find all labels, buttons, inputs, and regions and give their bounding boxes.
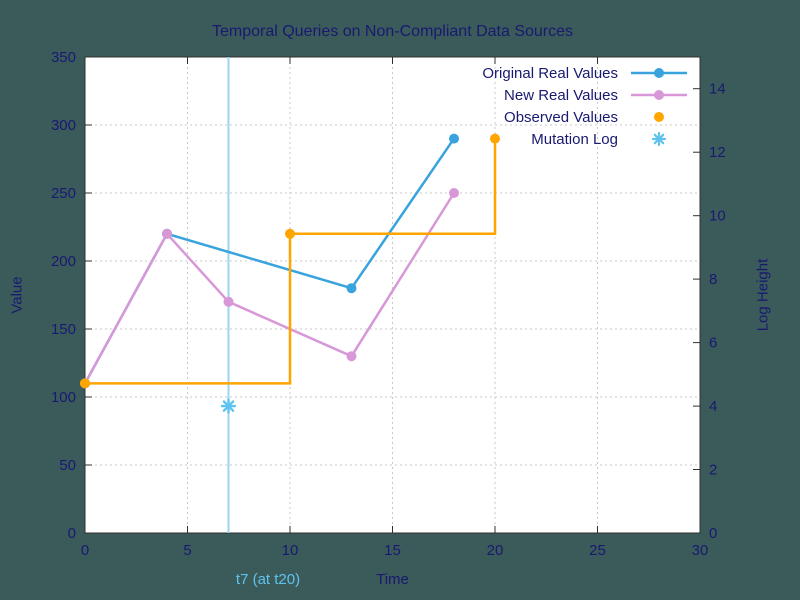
legend-label: Mutation Log xyxy=(531,130,618,148)
legend-item: Original Real Values xyxy=(482,64,688,82)
y-tick-label: 200 xyxy=(51,253,76,270)
chart-title: Temporal Queries on Non-Compliant Data S… xyxy=(211,23,574,40)
y-tick-label: 250 xyxy=(51,185,76,202)
legend-label: Observed Values xyxy=(504,108,618,126)
legend-item: Observed Values xyxy=(482,108,688,126)
y-tick-label: 350 xyxy=(51,49,76,66)
data-point xyxy=(346,283,357,294)
data-point xyxy=(80,378,90,389)
legend-label: Original Real Values xyxy=(482,64,618,82)
y-tick-label: 50 xyxy=(59,457,76,474)
legend: Original Real Values New Real Values Obser… xyxy=(482,64,688,152)
legend-point-icon xyxy=(654,112,664,122)
y2-tick-label: 12 xyxy=(709,144,726,161)
data-point xyxy=(449,133,459,144)
x-tick-label: 15 xyxy=(384,542,401,559)
y2-tick-label: 4 xyxy=(709,398,717,415)
legend-asterisk xyxy=(651,131,667,147)
y2-tick-label: 2 xyxy=(709,462,717,479)
legend-asterisk-icon xyxy=(651,131,667,147)
asterisk-stroke xyxy=(222,400,235,412)
data-point xyxy=(162,228,172,239)
y-tick-label: 0 xyxy=(68,525,76,542)
legend-dot xyxy=(654,90,664,100)
y2-tick-label: 0 xyxy=(709,525,717,542)
x-axis-label: Time xyxy=(376,571,409,588)
x-tick-label: 10 xyxy=(282,542,299,559)
x-tick-label: 30 xyxy=(692,542,709,559)
data-point xyxy=(490,133,500,144)
y-tick-label: 300 xyxy=(51,117,76,134)
x-tick-label: 0 xyxy=(81,542,89,559)
y2-tick-label: 8 xyxy=(709,271,717,288)
legend-dot xyxy=(654,68,664,78)
data-point xyxy=(449,188,459,198)
legend-line-point-icon xyxy=(631,90,687,100)
y-tick-label: 150 xyxy=(51,321,76,338)
y-axis-label: Value xyxy=(8,276,26,314)
legend-sample xyxy=(630,86,688,104)
legend-dot xyxy=(654,112,664,122)
y-tick-label: 100 xyxy=(51,389,76,406)
legend-label: New Real Values xyxy=(504,86,618,104)
data-point xyxy=(223,296,234,307)
data-point xyxy=(285,228,295,239)
legend-line-point-icon xyxy=(631,68,687,78)
asterisk-stroke xyxy=(653,133,665,145)
legend-item: Mutation Log xyxy=(482,130,688,148)
legend-item: New Real Values xyxy=(482,86,688,104)
legend-sample xyxy=(630,108,688,126)
y2-tick-label: 10 xyxy=(709,208,726,225)
y2-axis-label: Log Height xyxy=(754,258,772,332)
mutation-log-marker xyxy=(220,398,237,414)
series-observed-values xyxy=(80,133,500,389)
data-point xyxy=(346,351,357,362)
y2-tick-label: 6 xyxy=(709,335,717,352)
y2-tick-label: 14 xyxy=(709,81,726,98)
x-tick-label: 20 xyxy=(487,542,504,559)
series-mutation-log xyxy=(220,398,237,414)
legend-sample xyxy=(630,64,688,82)
legend-sample xyxy=(630,130,688,148)
x-tick-label: 25 xyxy=(589,542,606,559)
vline-annotation-label: t7 (at t20) xyxy=(235,571,301,588)
x-tick-label: 5 xyxy=(183,542,191,559)
